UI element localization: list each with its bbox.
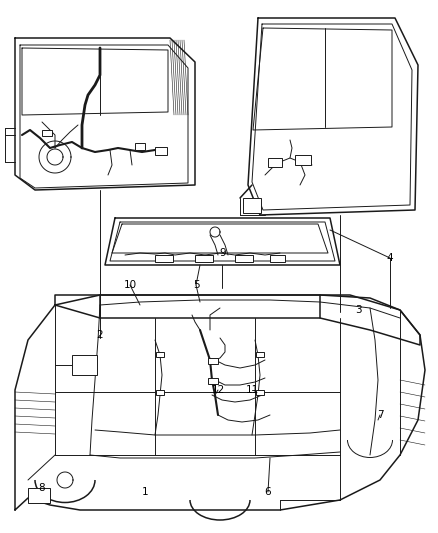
Text: 7: 7 [377, 410, 383, 420]
Text: 2: 2 [97, 330, 103, 340]
Bar [208, 378, 218, 384]
Bar [268, 158, 282, 167]
Text: 4: 4 [387, 253, 393, 263]
Text: 3: 3 [355, 305, 361, 315]
Bar [270, 255, 285, 262]
Bar [42, 130, 52, 136]
Bar [72, 355, 97, 375]
Text: 9: 9 [220, 248, 226, 258]
Bar [28, 488, 50, 503]
Bar [156, 352, 164, 357]
Bar [156, 390, 164, 395]
Text: 10: 10 [124, 280, 137, 290]
Text: 8: 8 [39, 483, 45, 493]
Text: 12: 12 [212, 385, 225, 395]
Bar [155, 255, 173, 262]
Bar [295, 155, 311, 165]
Bar [235, 255, 253, 262]
Bar [243, 198, 261, 213]
Bar [155, 147, 167, 155]
Bar [195, 255, 213, 262]
Bar [256, 390, 264, 395]
Text: 11: 11 [245, 385, 258, 395]
Bar [135, 143, 145, 150]
Text: 6: 6 [265, 487, 271, 497]
Bar [256, 352, 264, 357]
Bar [208, 358, 218, 364]
Text: 1: 1 [141, 487, 148, 497]
Text: 5: 5 [193, 280, 199, 290]
